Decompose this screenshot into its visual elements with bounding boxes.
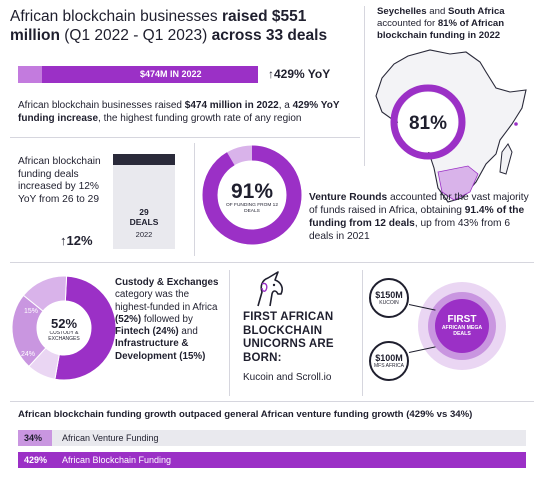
deals-bar-growth [113,154,175,165]
title-part2: (Q1 2022 - Q1 2023) [59,27,212,44]
badge-81-text: 81% [409,113,447,134]
title-bold1: raised $551 million [10,8,307,44]
custody-caption: Custody & Exchanges category was the hig… [115,277,223,363]
cust-bold1: Custody & Exchanges [115,277,219,288]
blockchain-bar-fill [18,452,526,468]
deals-label: DEALS [129,217,159,227]
yoy-growth: ↑429% YoY [268,67,331,81]
deal1-company: KUCOIN [379,300,399,306]
donut-sub: OF FUNDING FROM 12 DEALS [226,203,278,214]
vr-bold2: 91.4% of the funding from 12 deals [309,205,525,229]
unicorn-title: FIRST AFRICAN BLOCKCHAIN UNICORNS ARE BO… [243,311,334,364]
south-africa-region [437,165,479,201]
mega-sub: AFRICAN MEGA DEALS [441,325,483,337]
custody-center [37,301,91,355]
divider [362,270,363,396]
venture-caption: Venture Rounds accounted for the vast ma… [309,191,534,243]
deal-kucoin: $150M KUCOIN [369,278,409,318]
deals-number: 29 [139,207,149,217]
cust-bold3: Fintech (24%) [115,326,179,338]
sey-pct-bold: 81% of African blockchain funding in 202… [377,18,505,41]
custody-segments [11,275,117,381]
divider [10,262,534,263]
donut-pct: 91% [231,180,273,203]
seg-label-15: 15% [24,308,38,315]
africa-map: 81% [375,49,527,203]
divider [10,401,534,402]
cust-1: category was the highest-funded in Afric… [115,289,218,313]
deals-growth: ↑12% [60,233,93,248]
cust-bold4: Infrastructure & Development (15%) [115,338,206,362]
desc-bold1: $474 million in 2022 [184,100,279,111]
vr-1: accounted for the vast majority of funds… [309,192,529,216]
and-text: and [426,6,448,17]
desc-2: , a [278,100,293,111]
deals-year: 2022 [135,230,153,239]
comparison-title: African blockchain funding growth outpac… [18,409,473,420]
custody-pct: 52% [51,316,77,331]
vr-bold1: Venture Rounds [309,192,388,203]
unicorn-icon [257,271,283,307]
divider [229,270,230,396]
divider [10,137,360,138]
cust-2: followed by [141,313,193,325]
badge-fill [398,92,458,152]
divider [194,143,195,256]
venture-donut: 91% OF FUNDING FROM 12 DEALS [202,145,302,245]
seychelles-dot [514,122,518,126]
donut-center [219,162,285,228]
custody-label: CUSTODY & EXCHANGES [48,331,80,342]
desc-3: , the highest funding growth rate of any… [98,113,302,124]
seg-label-24: 24% [21,351,35,358]
funding-description: African blockchain businesses raised $47… [18,99,353,125]
venture-bar-pct: 34% [24,433,43,443]
blockchain-bar-pct: 429% [24,455,48,465]
venture-bar-fill [18,430,52,446]
deal2-amount: $100M [375,353,403,363]
cust-3: and [178,326,198,338]
deal-mfs: $100M MFS AFRICA [369,341,409,381]
desc-1: African blockchain businesses raised [18,100,185,111]
deal2-company: MFS AFRICA [373,363,404,369]
cust-bold2: (52%) [115,313,142,325]
country1: Seychelles [377,6,427,17]
funding-bar [18,66,258,83]
divider [364,6,365,166]
seychelles-caption: Seychelles and South Africa accounted fo… [377,6,537,42]
mega-first: FIRST [447,314,477,325]
madagascar [499,143,513,175]
deals-caption: African blockchain funding deals increas… [18,156,101,205]
title-part1: African blockchain businesses [10,8,222,25]
badge-ring [390,84,466,160]
page-title: African blockchain businesses raised $55… [10,7,360,45]
custody-donut: 52% CUSTODY & EXCHANGES 15% 24% [11,275,117,381]
funding-bar-label: $474M IN 2022 [140,69,202,79]
deal1-amount: $150M [375,290,403,300]
title-bold2: across 33 deals [211,27,328,44]
mega-badge: FIRST AFRICAN MEGA DEALS [435,299,489,353]
unicorn-subtitle: Kucoin and Scroll.io [243,372,332,383]
donut-arc [202,145,302,245]
vr-2: , up from 43% from 6 deals in 2021 [309,218,510,242]
country2: South Africa [447,6,505,17]
venture-bar-label: African Venture Funding [62,433,159,443]
desc-bold2: 429% YoY funding increase [18,100,340,124]
blockchain-bar-label: African Blockchain Funding [62,455,172,465]
deals-count: 29 DEALS [113,207,175,227]
venture-bar-track [18,430,526,446]
deals-bar [113,165,175,249]
sey-text1: accounted for [377,18,438,29]
funding-bar-light-segment [18,66,42,83]
